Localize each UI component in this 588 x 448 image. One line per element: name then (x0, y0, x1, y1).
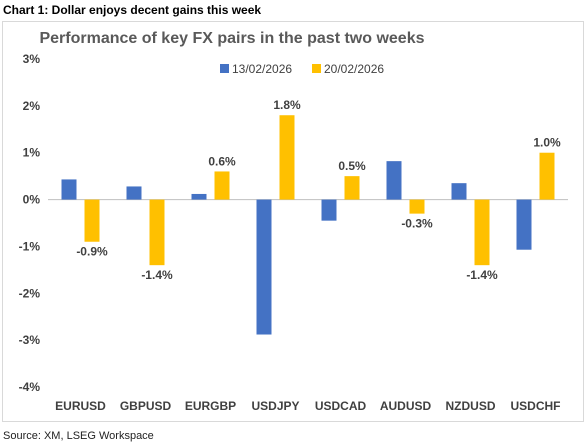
bar-usdcad-series-1 (321, 199, 337, 221)
y-tick-label: 2% (23, 99, 41, 113)
x-tick-label: USDCAD (315, 399, 367, 413)
data-label: 0.6% (208, 154, 236, 168)
bar-audusd-series-2 (409, 199, 425, 214)
bar-usdjpy-series-2 (279, 115, 295, 200)
data-label: 0.5% (338, 159, 366, 173)
bar-series (61, 115, 555, 335)
data-label: -1.4% (141, 268, 173, 282)
legend-swatch (312, 64, 321, 73)
bar-usdjpy-series-1 (256, 199, 272, 335)
x-tick-label: EURGBP (185, 399, 236, 413)
y-tick-label: 0% (23, 193, 41, 207)
legend-label: 20/02/2026 (324, 62, 384, 76)
data-label: -0.9% (76, 245, 108, 259)
bar-eurusd-series-2 (84, 199, 100, 242)
bar-nzdusd-series-2 (474, 199, 490, 266)
bar-eurusd-series-1 (61, 179, 77, 200)
bar-eurgbp-series-2 (214, 171, 230, 200)
legend-swatch (220, 64, 229, 73)
y-tick-label: -3% (19, 333, 41, 347)
y-tick-label: -1% (19, 239, 41, 253)
bar-usdchf-series-2 (539, 152, 555, 200)
x-tick-label: AUDUSD (380, 399, 432, 413)
data-label: 1.0% (533, 136, 561, 150)
chart-legend: 13/02/2026 20/02/2026 (220, 62, 384, 76)
x-tick-label: USDJPY (251, 399, 299, 413)
chart-caption: Chart 1: Dollar enjoys decent gains this… (3, 3, 262, 17)
data-labels: -0.9% -1.4% 0.6% 1.8% 0.5% -0.3% -1.4% 1.0% (76, 98, 561, 282)
bar-audusd-series-1 (386, 161, 402, 200)
data-label: -1.4% (466, 268, 498, 282)
y-tick-label: -2% (19, 286, 41, 300)
bar-gbpusd-series-1 (126, 186, 142, 200)
bar-usdcad-series-2 (344, 176, 360, 200)
x-tick-label: GBPUSD (120, 399, 172, 413)
source-note: Source: XM, LSEG Workspace (3, 430, 154, 442)
y-tick-label: 3% (23, 52, 41, 66)
data-label: 1.8% (273, 98, 301, 112)
x-axis: EURUSD GBPUSD EURGBP USDJPY USDCAD AUDUSD NZDU… (48, 199, 568, 413)
bar-nzdusd-series-1 (451, 183, 467, 200)
y-tick-label: 1% (23, 146, 41, 160)
y-tick-label: -4% (19, 380, 41, 394)
chart-title: Performance of key FX pairs in the past … (39, 30, 424, 47)
data-label: -0.3% (401, 217, 433, 231)
bar-gbpusd-series-2 (149, 199, 165, 266)
x-tick-label: EURUSD (55, 399, 106, 413)
y-axis: 3% 2% 1% 0% -1% -2% -3% -4% (19, 52, 41, 394)
legend-label: 13/02/2026 (232, 62, 292, 76)
x-tick-label: USDCHF (511, 399, 561, 413)
bar-eurgbp-series-1 (191, 193, 207, 200)
x-tick-label: NZDUSD (446, 399, 496, 413)
bar-usdchf-series-1 (516, 199, 532, 250)
